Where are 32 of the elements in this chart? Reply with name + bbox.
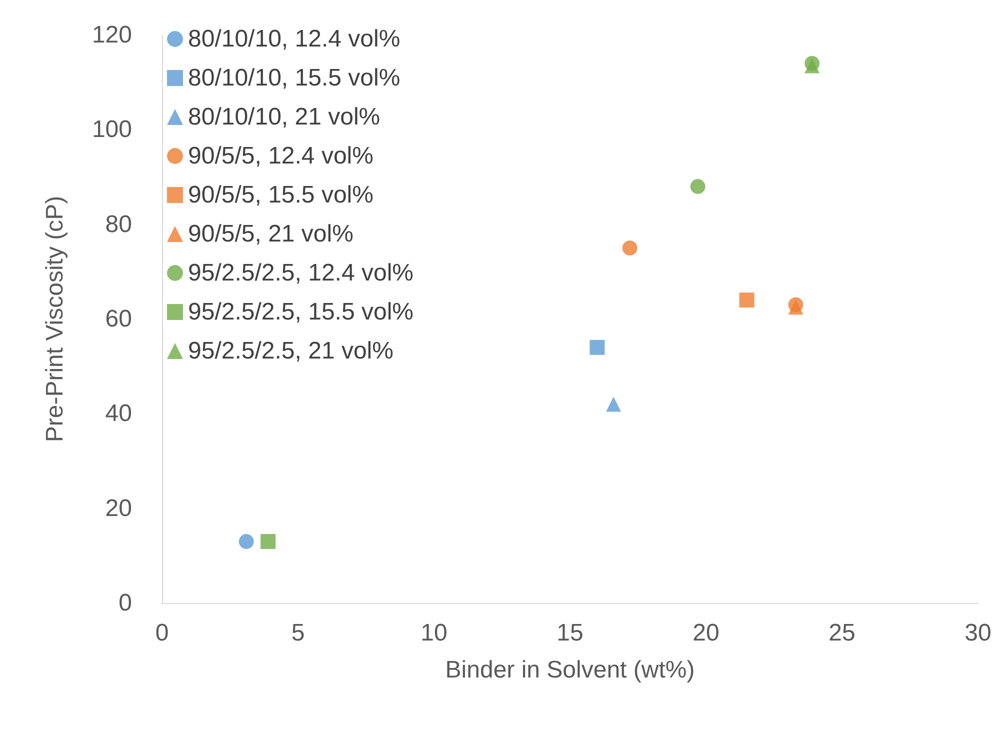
legend-label: 80/10/10, 21 vol%	[188, 104, 380, 130]
y-tick-label: 40	[105, 400, 132, 428]
legend-label: 90/5/5, 21 vol%	[188, 220, 354, 248]
x-tick-label: 0	[155, 620, 169, 646]
legend-label: 95/2.5/2.5, 21 vol%	[188, 338, 394, 364]
point	[739, 292, 754, 308]
point	[622, 240, 638, 256]
y-tick-label: 120	[92, 22, 132, 48]
x-tick-label: 25	[828, 620, 856, 646]
legend-label: 95/2.5/2.5, 12.4 vol%	[188, 260, 414, 286]
point	[238, 534, 254, 549]
y-tick-label: 100	[92, 116, 132, 144]
point	[590, 340, 605, 355]
x-tick-label: 30	[964, 620, 992, 646]
x-tick-label: 10	[420, 620, 448, 646]
legend-label: 90/5/5, 12.4 vol%	[188, 142, 374, 170]
legend-label: 95/2.5/2.5, 15.5 vol%	[188, 298, 414, 326]
y-axis-title: Pre-Print Viscosity (cP)	[42, 196, 68, 442]
x-tick-label: 20	[692, 620, 720, 646]
y-tick-label: 0	[118, 590, 132, 616]
point	[690, 178, 706, 194]
y-tick-label: 60	[105, 306, 132, 332]
x-axis-title: Binder in Solvent (wt%)	[445, 656, 695, 684]
y-tick-label: 20	[105, 494, 132, 522]
legend-label: 90/5/5, 15.5 vol%	[188, 182, 374, 208]
point	[260, 534, 276, 549]
point	[606, 396, 622, 412]
x-tick-label: 5	[291, 620, 305, 646]
y-tick-label: 80	[105, 210, 132, 238]
x-tick-label: 15	[556, 620, 584, 646]
legend-label: 80/10/10, 15.5 vol%	[188, 64, 400, 92]
legend-label: 80/10/10, 12.4 vol%	[188, 26, 400, 52]
